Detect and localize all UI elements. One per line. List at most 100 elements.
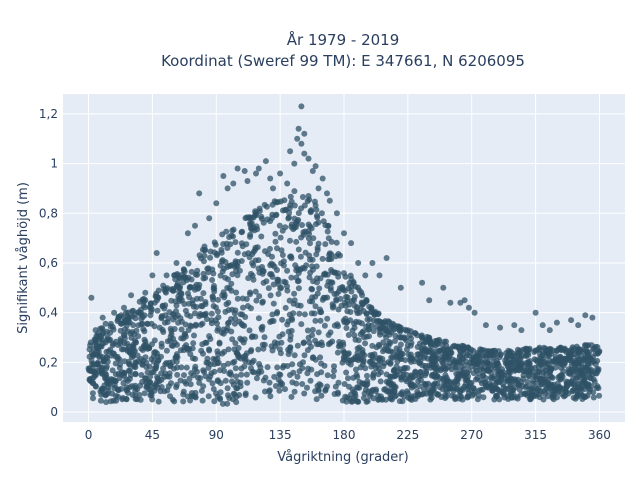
data-point [252,211,259,218]
data-point [495,378,501,385]
data-point [269,215,275,221]
data-point [479,352,486,359]
x-tick-label: 90 [209,428,224,442]
data-point [444,377,451,384]
data-point [403,327,410,334]
data-point [211,361,218,368]
data-point [375,396,382,403]
data-point [392,373,399,380]
data-point [345,332,352,338]
data-point [92,383,99,389]
data-point [291,188,298,195]
data-point [572,351,578,358]
data-point [417,368,424,375]
data-point [315,329,322,336]
data-point [300,359,306,366]
data-point [253,375,260,382]
data-point [154,353,161,360]
data-point [141,312,148,319]
data-point [351,324,358,331]
data-point [478,387,484,393]
data-point [377,378,384,385]
data-point [326,197,333,204]
data-point [386,331,393,338]
data-point [213,252,220,259]
y-tick-label: 1,2 [39,107,58,121]
data-point [287,202,294,209]
data-point [185,327,192,333]
data-point [397,284,404,291]
data-point [234,165,241,172]
data-point [313,221,319,228]
data-point [351,302,358,309]
data-point [318,392,325,399]
data-point [403,346,410,353]
data-point [276,222,283,229]
data-point [154,374,161,380]
data-point [322,271,329,278]
data-point [196,379,203,386]
data-point [312,317,319,324]
data-point [401,365,408,372]
data-point [192,271,199,278]
data-point [305,365,312,372]
data-point [568,317,575,324]
data-point [440,377,447,383]
data-point [313,396,320,403]
data-point [291,202,298,209]
data-point [486,354,493,361]
data-point [301,352,308,359]
data-point [333,239,340,246]
data-point [244,379,251,386]
data-point [167,333,174,340]
data-point [463,376,470,383]
data-point [141,304,148,311]
data-point [223,240,230,247]
data-point [590,376,597,383]
data-point [524,383,531,390]
data-point [250,262,257,269]
data-point [172,354,179,361]
data-point [191,366,198,373]
data-point [488,348,495,355]
data-point [532,393,539,399]
data-point [444,388,451,395]
data-point [359,351,366,358]
data-point [317,317,324,324]
data-point [307,209,314,216]
data-point [152,293,159,300]
data-point [232,258,239,265]
data-point [267,271,274,278]
data-point [318,339,325,346]
data-point [549,383,556,390]
data-point [313,263,320,270]
data-point [299,381,306,387]
data-point [103,348,110,355]
data-point [162,288,169,295]
data-point [353,318,360,325]
data-point [553,357,559,364]
data-point [269,347,276,354]
data-point [346,301,353,308]
data-point [402,376,409,383]
data-point [582,312,589,319]
data-point [213,390,219,397]
data-point [309,168,316,174]
y-axis-ticks: 0 0,2 0,4 0,6 0,8 1 1,2 [39,107,58,419]
data-point [313,341,320,348]
data-point [541,360,548,367]
data-point [441,353,448,360]
data-point [247,233,253,240]
data-point [94,361,101,368]
data-point [206,346,212,353]
data-point [316,285,323,292]
data-point [347,272,354,279]
data-point [459,386,466,393]
data-point [272,238,279,245]
data-point [273,211,280,218]
data-point [229,336,236,343]
data-point [202,301,209,308]
data-point [270,300,277,307]
data-point [269,311,276,318]
data-point [321,322,328,329]
